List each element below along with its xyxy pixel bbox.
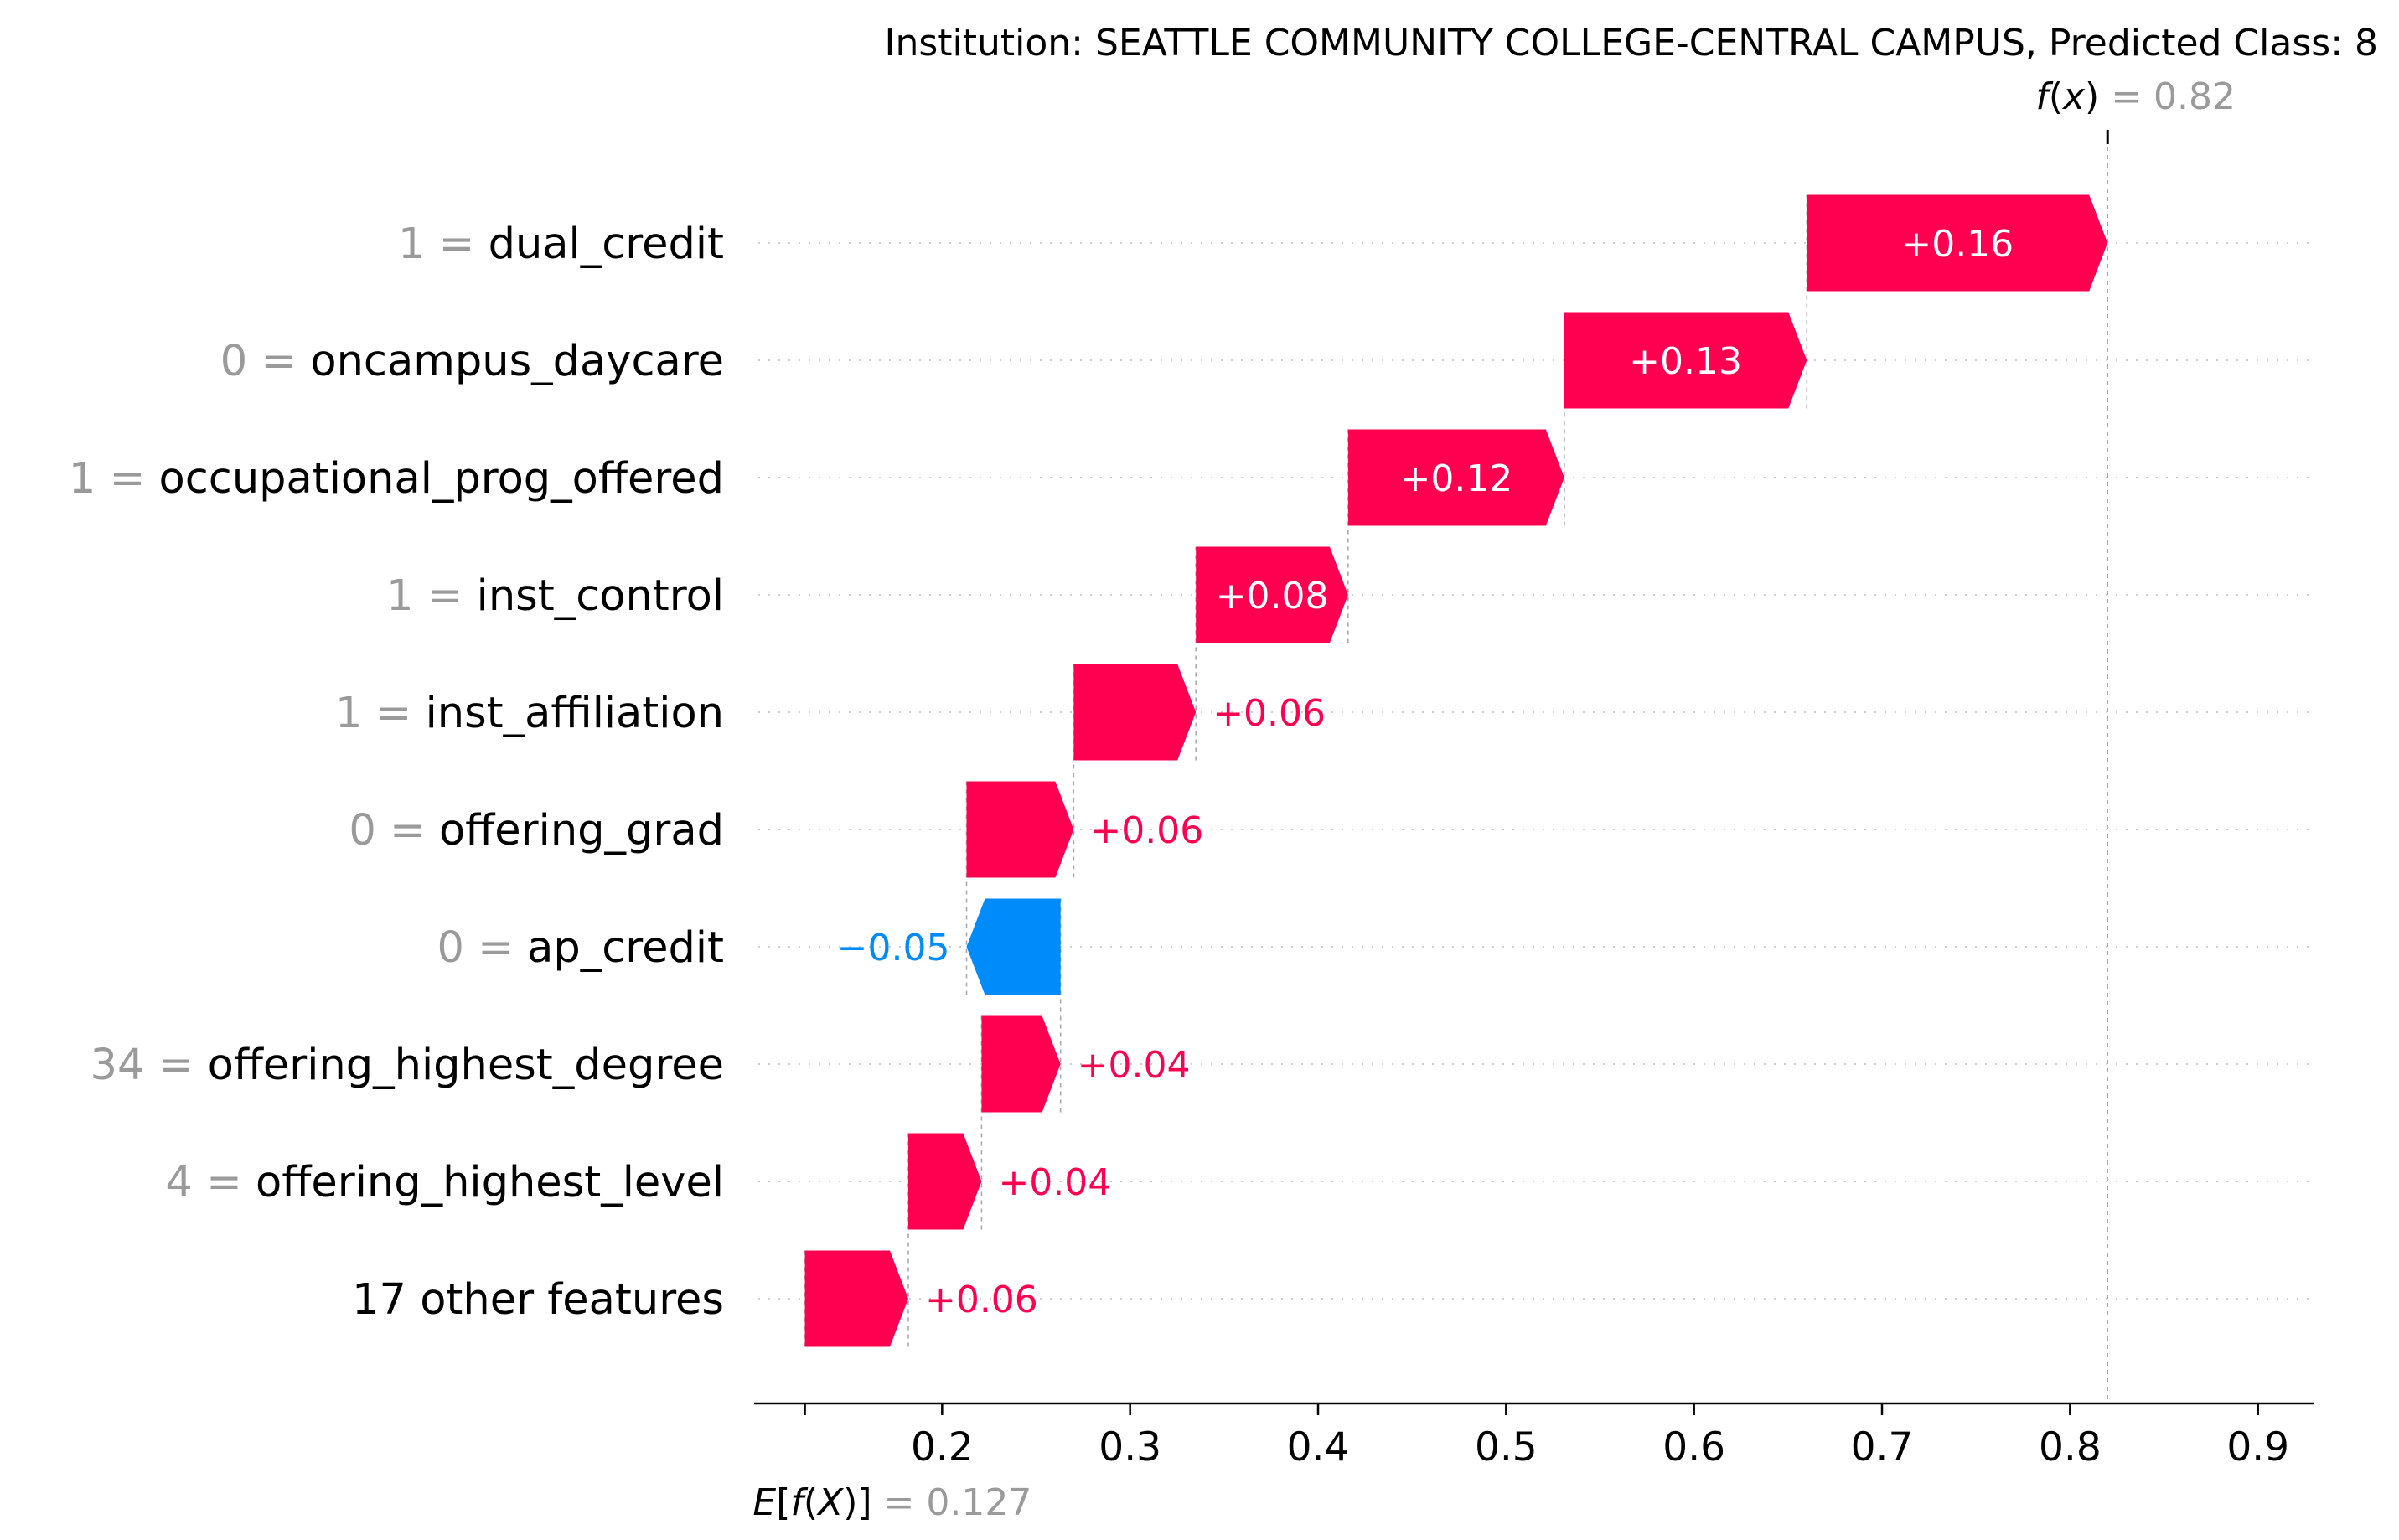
contribution-label: +0.06 [1212, 692, 1326, 735]
x-tick-label: 0.8 [2039, 1424, 2102, 1470]
contribution-bar [1347, 429, 1564, 526]
contribution-label: +0.04 [1078, 1044, 1191, 1087]
contribution-bar [966, 781, 1074, 878]
contribution-label: +0.06 [925, 1279, 1038, 1321]
feature-labels: 1 = dual_credit 0 = oncampus_daycare 1 = o… [69, 220, 724, 1325]
contribution-label: +0.08 [1216, 575, 1329, 618]
contribution-label: +0.12 [1399, 457, 1512, 500]
contribution-bar [981, 1015, 1061, 1113]
feature-label: 1 = occupational_prog_offered [69, 454, 724, 504]
contribution-label: +0.13 [1629, 340, 1742, 383]
feature-label: 4 = offering_highest_level [165, 1158, 724, 1207]
feature-label: 17 other features [352, 1275, 724, 1325]
x-axis: 0.2 0.3 0.4 0.5 0.6 0.7 0.8 0.9 [754, 1402, 2314, 1470]
contribution-label: +0.06 [1090, 809, 1203, 852]
x-tick-label: 0.6 [1662, 1424, 1725, 1470]
contribution-label: +0.04 [998, 1161, 1111, 1204]
base-value-annotation: E[f(X)] = 0.127 [752, 1403, 1031, 1524]
contribution-bar [1807, 194, 2108, 292]
contribution-bar [1564, 312, 1807, 409]
x-tick-label: 0.5 [1475, 1424, 1538, 1470]
contribution-bar [1073, 664, 1197, 761]
connector-lines [804, 130, 2109, 1403]
contribution-label: +0.16 [1900, 223, 2014, 266]
feature-label: 0 = ap_credit [437, 923, 724, 973]
feature-label: 0 = oncampus_daycare [220, 337, 724, 386]
x-tick-label: 0.7 [1851, 1424, 1914, 1470]
fx-annotation: f(x) = 0.82 [2035, 75, 2236, 144]
base-value-label: E[f(X)] = 0.127 [752, 1481, 1031, 1524]
chart-title: Institution: SEATTLE COMMUNITY COLLEGE-C… [885, 22, 2379, 65]
contribution-bar [1196, 546, 1348, 643]
x-tick-label: 0.3 [1099, 1424, 1161, 1470]
row-gridlines [758, 242, 2314, 1300]
contribution-bar [907, 1133, 982, 1230]
contribution-label: −0.05 [837, 927, 950, 969]
contribution-bar [966, 898, 1061, 995]
contribution-bar [804, 1250, 908, 1347]
feature-label: 34 = offering_highest_degree [90, 1041, 724, 1090]
feature-label: 1 = inst_control [386, 571, 724, 621]
x-tick-label: 0.2 [911, 1424, 974, 1470]
feature-label: 0 = offering_grad [349, 806, 724, 855]
fx-label: f(x) = 0.82 [2035, 75, 2236, 118]
feature-label: 1 = dual_credit [398, 220, 724, 269]
x-tick-label: 0.4 [1287, 1424, 1350, 1470]
contribution-bars: +0.16 +0.13 +0.12 +0.08 +0.06 +0.06 −0.05 +0.04… [804, 194, 2108, 1347]
feature-label: 1 = inst_affiliation [335, 689, 724, 738]
x-tick-label: 0.9 [2226, 1424, 2289, 1470]
